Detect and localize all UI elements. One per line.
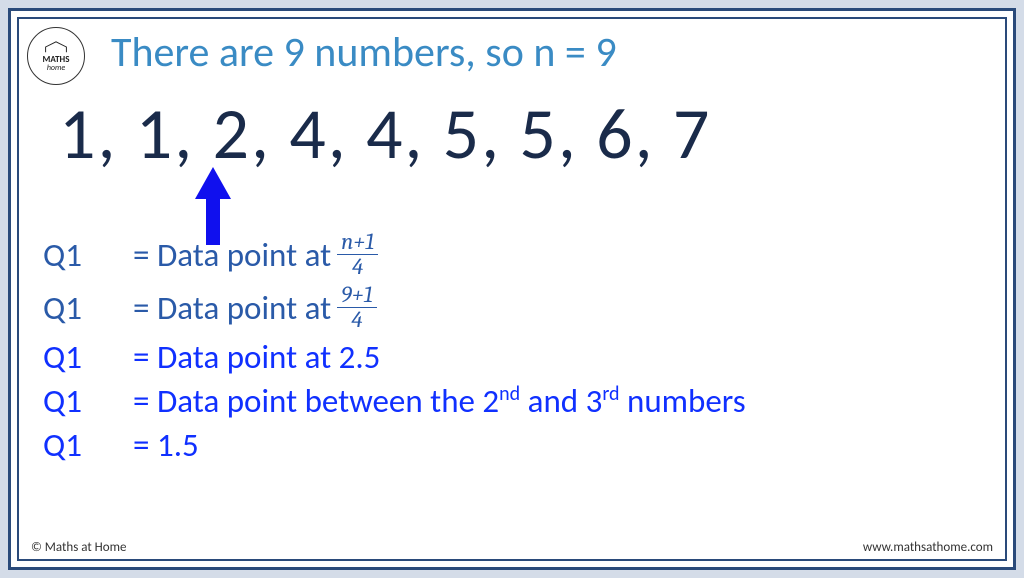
line-text: Data point at bbox=[157, 235, 331, 275]
q-label: Q1 bbox=[43, 235, 133, 275]
line-3: Q1 = Data point at 2.5 bbox=[43, 337, 985, 377]
line-2: Q1 = Data point at 9+1 4 bbox=[43, 283, 985, 332]
logo: MATHS home bbox=[27, 27, 85, 85]
q-label: Q1 bbox=[43, 288, 133, 328]
fraction: n+1 4 bbox=[337, 230, 378, 279]
equals: = bbox=[133, 288, 157, 328]
line-1: Q1 = Data point at n+1 4 bbox=[43, 230, 985, 279]
footer-copyright: © Maths at Home bbox=[31, 540, 126, 555]
q-label: Q1 bbox=[43, 381, 133, 421]
arrow-up-icon bbox=[193, 167, 233, 245]
inner-frame: MATHS home There are 9 numbers, so n = 9… bbox=[17, 17, 1007, 561]
explanation-lines: Q1 = Data point at n+1 4 Q1 = Data point… bbox=[43, 230, 985, 465]
logo-text-bottom: home bbox=[47, 64, 65, 72]
equals: = bbox=[133, 425, 157, 465]
line-text: 1.5 bbox=[157, 425, 199, 465]
q-label: Q1 bbox=[43, 425, 133, 465]
equals: = bbox=[133, 337, 157, 377]
equals: = bbox=[133, 235, 157, 275]
line-text: Data point between the 2nd and 3rd numbe… bbox=[157, 381, 746, 421]
slide-title: There are 9 numbers, so n = 9 bbox=[111, 27, 985, 78]
outer-frame: MATHS home There are 9 numbers, so n = 9… bbox=[8, 8, 1016, 570]
fraction: 9+1 4 bbox=[337, 283, 377, 332]
q-label: Q1 bbox=[43, 337, 133, 377]
line-text: Data point at 2.5 bbox=[157, 337, 380, 377]
line-4: Q1 = Data point between the 2nd and 3rd … bbox=[43, 381, 985, 421]
line-text: Data point at bbox=[157, 288, 331, 328]
house-icon bbox=[43, 40, 69, 54]
footer-url: www.mathsathome.com bbox=[863, 540, 993, 555]
line-5: Q1 = 1.5 bbox=[43, 425, 985, 465]
equals: = bbox=[133, 381, 157, 421]
number-list: 1, 1, 2, 4, 4, 5, 5, 6, 7 bbox=[59, 98, 985, 170]
